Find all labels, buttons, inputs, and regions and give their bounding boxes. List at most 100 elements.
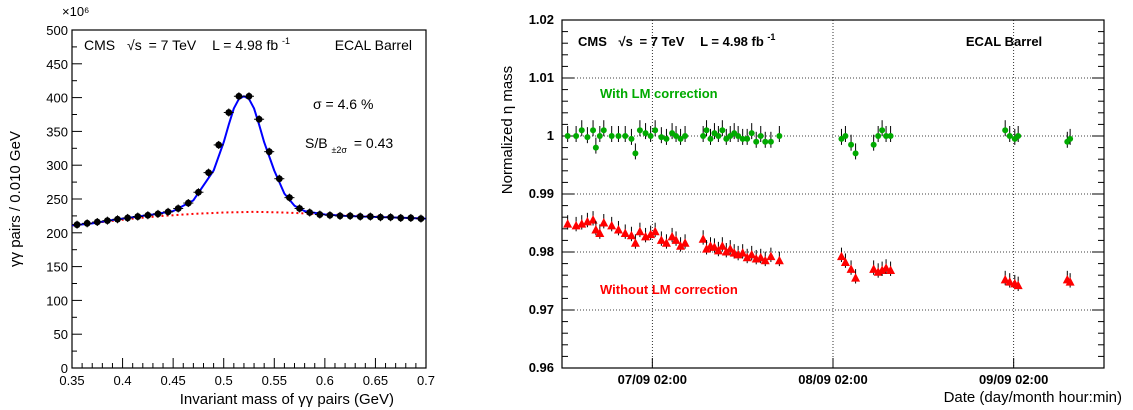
left-y-tick-label: 250 <box>46 192 68 207</box>
right-point-without-lm <box>698 234 708 243</box>
left-background-curve <box>71 210 427 227</box>
left-data-point <box>73 221 81 229</box>
right-point-without-lm <box>725 244 735 253</box>
left-lumi-sup: -1 <box>282 36 290 46</box>
right-axes: 0.96 0.97 0.98 0.99 1 1.01 1.02 07/09 02:00 08/0… <box>529 12 1104 387</box>
left-data-point <box>215 141 223 149</box>
right-point-with-lm <box>848 141 855 148</box>
right-point-with-lm <box>762 138 769 145</box>
left-sb-prefix: S/B <box>305 135 328 151</box>
left-plot-frame <box>71 29 427 369</box>
right-point-with-lm <box>842 133 849 139</box>
right-point-without-lm <box>595 228 605 237</box>
right-y-tick-label: 0.97 <box>529 302 554 317</box>
right-grid <box>562 20 1104 368</box>
right-point-without-lm <box>588 215 598 224</box>
left-data-point <box>397 214 405 222</box>
right-point-without-lm <box>774 255 784 265</box>
right-point-without-lm <box>713 245 723 255</box>
right-point-with-lm <box>647 133 654 139</box>
right-point-with-lm <box>642 130 649 137</box>
left-x-tick-label: 0.35 <box>59 373 84 388</box>
left-y-tick-label: 450 <box>46 57 68 72</box>
left-lumi-prefix: L = 4.98 fb <box>212 37 278 53</box>
right-point-with-lm <box>584 134 591 141</box>
left-y-tick-label: 400 <box>46 91 68 106</box>
right-point-without-lm <box>836 251 846 261</box>
right-point-with-lm <box>703 127 710 134</box>
right-point-without-lm <box>676 241 686 250</box>
right-point-without-lm <box>877 265 887 275</box>
left-data-point <box>286 194 293 202</box>
right-y-tick-label: 0.98 <box>529 244 554 259</box>
left-x-tick-label: 0.7 <box>417 373 435 388</box>
left-data-point <box>296 205 303 212</box>
left-data-point <box>306 209 314 216</box>
right-point-with-lm <box>596 133 603 139</box>
right-point-without-lm <box>656 235 666 244</box>
right-point-without-lm <box>591 224 601 234</box>
right-y-tick-label: 1.02 <box>529 12 554 27</box>
right-point-with-lm <box>636 127 643 134</box>
right-point-with-lm <box>1002 127 1009 134</box>
right-point-with-lm <box>767 138 774 145</box>
right-point-without-lm <box>756 252 766 262</box>
left-data-point <box>174 205 182 212</box>
left-x-tick-label: 0.4 <box>114 373 132 388</box>
right-point-with-lm <box>739 135 746 142</box>
right-point-with-lm <box>615 133 622 139</box>
right-point-without-lm <box>620 228 630 237</box>
left-data-point <box>184 199 192 207</box>
left-data-point <box>114 215 121 223</box>
left-x-tick-label: 0.55 <box>262 373 287 388</box>
right-point-without-lm <box>747 249 757 259</box>
left-y-tick-label: 300 <box>46 158 68 173</box>
left-data-point <box>366 213 374 220</box>
right-x-axis-title: Date (day/month hour:min) <box>944 389 1122 406</box>
left-annotation-header: CMS √s = 7 TeV L = 4.98 fb -1 <box>84 36 290 53</box>
right-point-without-lm <box>599 218 609 227</box>
right-point-with-lm <box>719 127 726 134</box>
right-point-with-lm <box>1067 135 1074 142</box>
right-y-tick-label: 0.96 <box>529 360 554 375</box>
right-point-without-lm <box>742 252 752 262</box>
left-data-point <box>275 175 283 183</box>
right-point-without-lm <box>626 230 636 240</box>
left-y-tick-label: 100 <box>46 293 68 308</box>
right-point-without-lm <box>717 241 727 250</box>
right-point-without-lm <box>702 244 712 253</box>
right-experiment-label: CMS <box>578 34 607 49</box>
right-point-with-lm <box>677 135 684 142</box>
left-axes: 0 50 100 150 200 250 300 350 400 450 500 0.35 0.4 0.4… <box>46 23 435 388</box>
left-data-point <box>407 214 415 222</box>
left-y-axis-title: γγ pairs / 0.010 GeV <box>7 131 24 267</box>
left-detector-label: ECAL Barrel <box>335 37 412 53</box>
left-data-point <box>144 211 152 219</box>
right-point-with-lm <box>707 135 714 142</box>
left-x-tick-label: 0.5 <box>215 373 233 388</box>
left-sigma-label: σ = 4.6 % <box>313 96 373 112</box>
legend-without-lm-correction: Without LM correction <box>600 282 738 297</box>
right-point-with-lm <box>1015 133 1022 139</box>
right-point-without-lm <box>613 224 623 234</box>
right-lumi-sup: -1 <box>767 32 775 42</box>
left-data-point <box>195 188 202 196</box>
left-x-tick-label: 0.6 <box>316 373 334 388</box>
right-point-with-lm <box>673 133 680 139</box>
right-point-with-lm <box>875 133 882 139</box>
right-point-without-lm <box>680 238 690 247</box>
right-point-with-lm <box>658 134 665 141</box>
right-point-without-lm <box>650 226 660 236</box>
right-point-without-lm <box>869 264 879 273</box>
left-data-point <box>124 214 132 222</box>
right-point-without-lm <box>607 220 617 230</box>
right-energy-prefix: √s <box>619 34 633 49</box>
left-y-tick-label: 50 <box>54 327 68 342</box>
right-point-without-lm <box>1065 277 1075 286</box>
right-point-with-lm <box>870 141 877 148</box>
left-data-point <box>134 213 142 220</box>
right-energy-value: = 7 TeV <box>640 34 685 49</box>
left-series-group <box>71 92 427 229</box>
right-x-tick-label: 09/09 02:00 <box>979 372 1048 387</box>
right-point-with-lm <box>735 133 742 139</box>
